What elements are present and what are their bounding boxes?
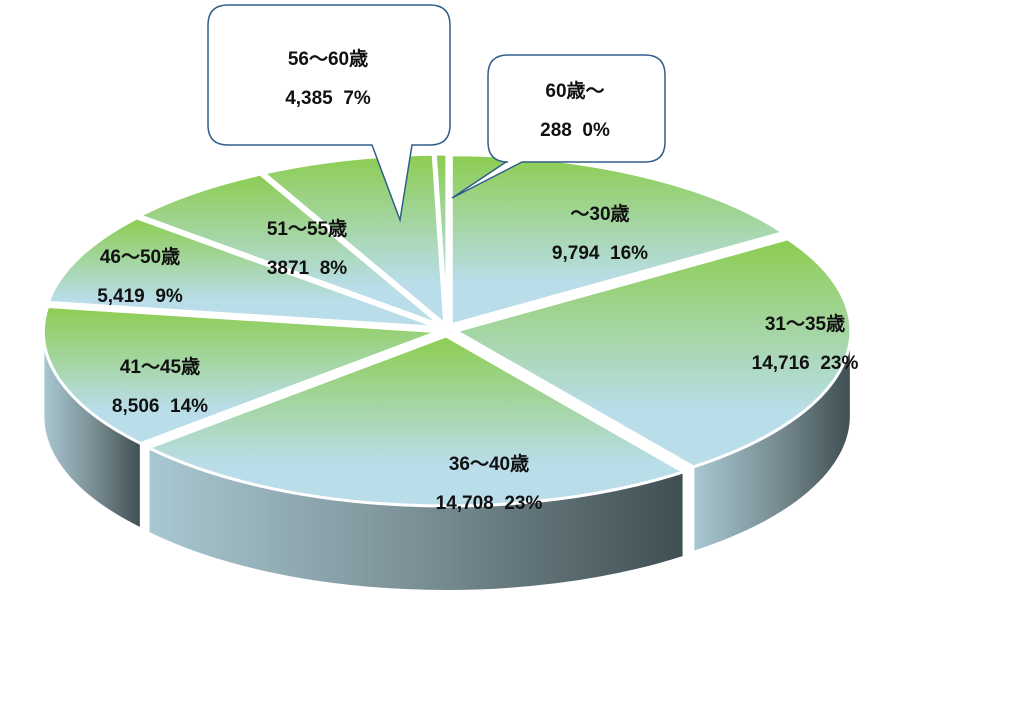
slice <box>46 216 440 330</box>
value-label: 9,794 <box>552 243 600 264</box>
value-label: 14,716 <box>752 353 810 374</box>
slice <box>144 334 688 508</box>
percent-label: 23% <box>504 493 542 514</box>
slice-value: 8,506 14% <box>112 396 208 417</box>
slice-category: 36～40歳 <box>449 453 529 475</box>
value-label: 14,708 <box>436 493 494 514</box>
slice-category: ～30歳 <box>570 203 629 225</box>
slice-value: 3871 8% <box>267 258 347 279</box>
value-label: 3871 <box>267 258 310 279</box>
labels: ～30歳 9,794 16% 31～35歳 14,716 23% 36～40歳 14,70… <box>97 48 858 514</box>
callout-box <box>451 54 666 199</box>
value-label: 5,419 <box>97 286 145 307</box>
percent-label: 16% <box>610 243 648 264</box>
slice-category: 31～35歳 <box>765 313 845 335</box>
slice <box>41 304 439 446</box>
percent-label: 0% <box>582 120 610 141</box>
slice-category: 46～50歳 <box>100 246 180 268</box>
slice <box>433 152 449 325</box>
callout-box <box>207 4 451 223</box>
slice-value: 14,708 23% <box>436 493 543 514</box>
slice-value: 5,419 9% <box>97 286 183 307</box>
slice-value: 4,385 7% <box>285 88 371 109</box>
value-label: 4,385 <box>285 88 333 109</box>
slice <box>135 172 443 327</box>
value-label: 8,506 <box>112 396 160 417</box>
slice-category: 56～60歳 <box>288 48 368 70</box>
percent-label: 8% <box>320 258 348 279</box>
percent-label: 14% <box>170 396 208 417</box>
slice <box>451 237 853 469</box>
percent-label: 7% <box>343 88 371 109</box>
slice-category: 41～45歳 <box>120 356 200 378</box>
slice-category: 51～55歳 <box>267 218 347 240</box>
slice-tops <box>41 152 853 508</box>
percent-label: 23% <box>820 353 858 374</box>
slice-value: 14,716 23% <box>752 353 859 374</box>
slice-value: 288 0% <box>540 120 610 141</box>
slice-category: 60歳～ <box>545 80 604 102</box>
value-label: 288 <box>540 120 572 141</box>
slice-value: 9,794 16% <box>552 243 648 264</box>
percent-label: 9% <box>155 286 183 307</box>
